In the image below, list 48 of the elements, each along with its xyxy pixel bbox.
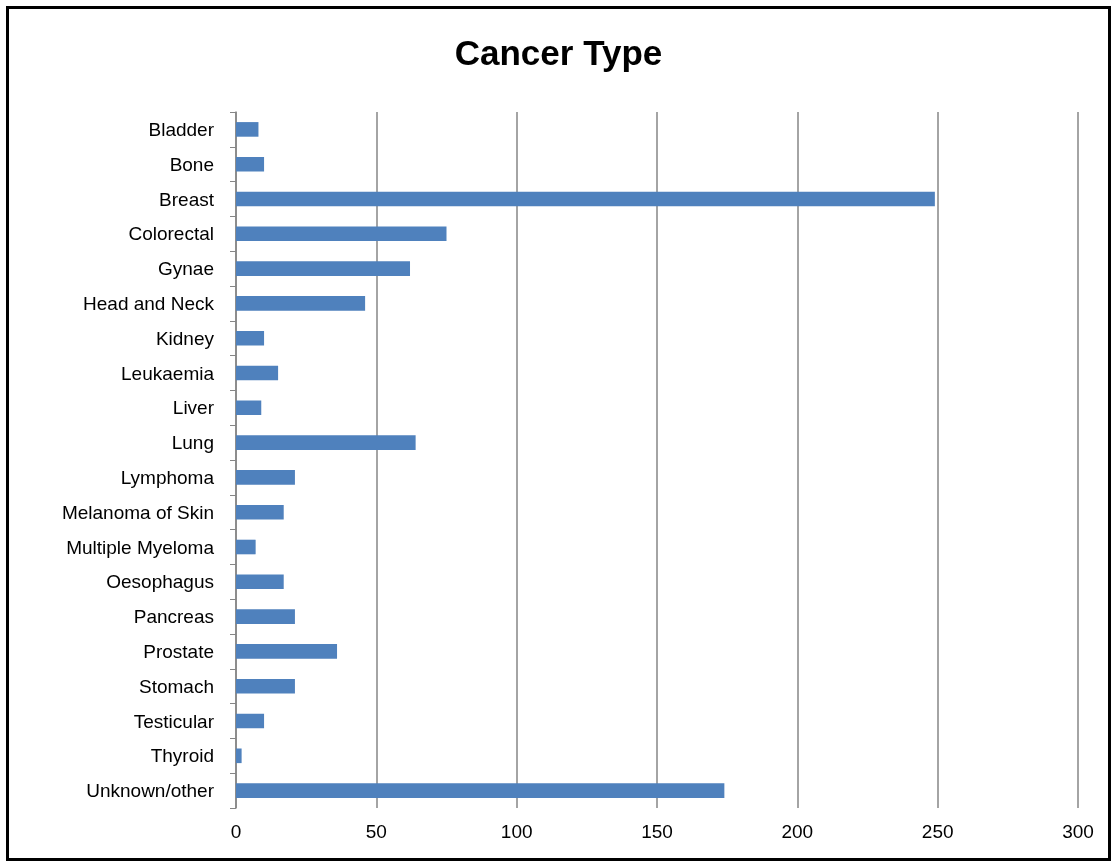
y-tick-label: Gynae <box>158 258 214 280</box>
bar <box>236 261 411 276</box>
y-tick-label: Kidney <box>155 327 215 349</box>
y-tick-label: Bladder <box>148 118 215 140</box>
bar <box>236 678 295 694</box>
y-tick-label: Stomach <box>139 675 214 697</box>
bar <box>236 470 295 485</box>
x-tick-label: 0 <box>230 821 242 842</box>
bar <box>236 365 279 381</box>
bar <box>236 122 259 137</box>
bar <box>236 191 935 207</box>
y-tick-label: Testicular <box>133 710 215 732</box>
bar <box>236 435 416 450</box>
bar <box>236 504 284 520</box>
y-tick-label: Thyroid <box>150 745 214 767</box>
bar <box>236 748 242 764</box>
y-tick-label: Liver <box>172 397 215 419</box>
bar <box>236 330 265 346</box>
bar <box>236 574 284 590</box>
x-tick-label: 150 <box>641 821 673 842</box>
x-tick-label: 50 <box>365 821 387 842</box>
y-tick-label: Oesophagus <box>106 571 214 593</box>
y-tick-label: Lung <box>171 432 214 454</box>
bar <box>236 539 256 555</box>
bar <box>236 713 265 729</box>
x-tick-label: 300 <box>1062 821 1094 842</box>
bar <box>236 296 366 311</box>
bar <box>236 226 447 242</box>
y-tick-label: Lymphoma <box>120 466 215 488</box>
chart-title: Cancer Type <box>454 33 663 72</box>
y-tick-label: Bone <box>169 153 214 175</box>
y-tick-label: Colorectal <box>128 223 214 245</box>
bar <box>236 400 262 416</box>
y-tick-label: Pancreas <box>133 606 214 628</box>
y-tick-label: Head and Neck <box>83 292 215 314</box>
y-tick-label: Leukaemia <box>121 362 215 384</box>
y-tick-label: Breast <box>159 188 215 210</box>
bar <box>236 156 265 172</box>
bar <box>236 644 338 659</box>
y-tick-label: Prostate <box>143 640 214 662</box>
x-tick-label: 250 <box>921 821 954 842</box>
x-tick-label: 100 <box>500 821 533 842</box>
y-tick-label: Unknown/other <box>86 780 215 802</box>
y-tick-label: Multiple Myeloma <box>66 536 215 558</box>
x-tick-label: 200 <box>781 821 814 842</box>
y-tick-label: Melanoma of Skin <box>61 501 214 523</box>
bar <box>236 783 725 798</box>
bar <box>236 609 295 624</box>
